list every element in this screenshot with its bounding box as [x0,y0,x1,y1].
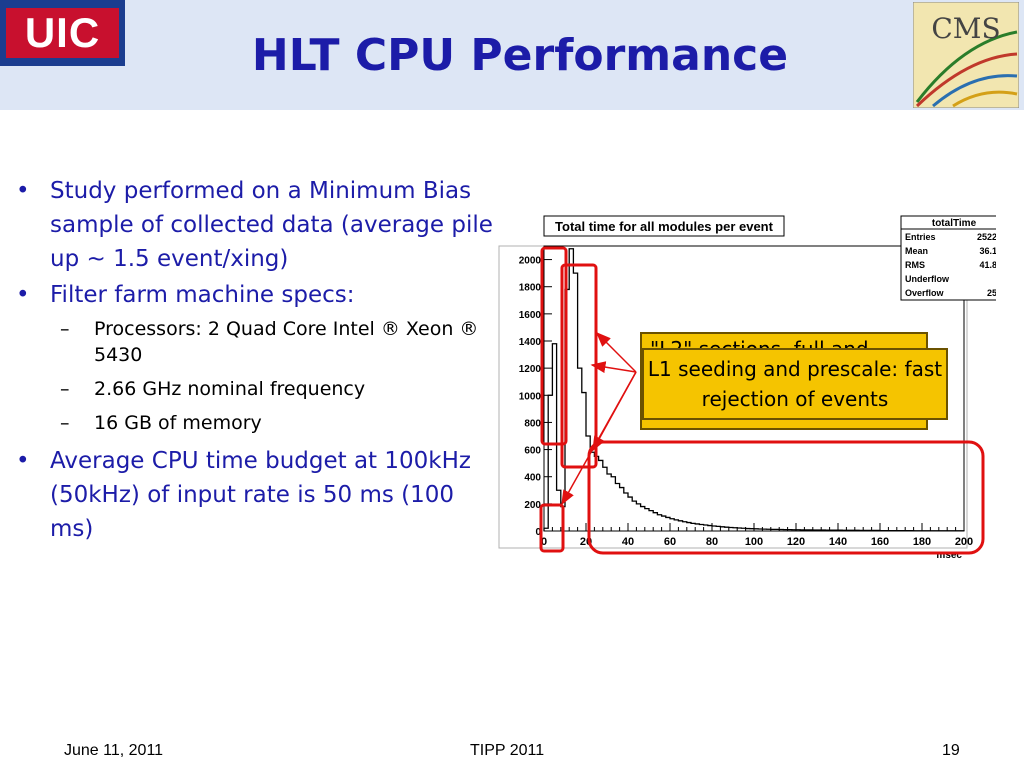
y-tick-label: 600 [524,446,541,457]
highlight-boxes [539,246,985,555]
x-axis-label: msec [936,550,962,561]
x-tick-label: 120 [787,536,805,548]
x-tick-label: 40 [622,536,634,548]
chart-title: Total time for all modules per event [555,219,774,234]
highlight-box-tail [587,440,985,555]
stats-row-label: RMS [905,260,925,270]
sub-bullet-item: –16 GB of memory [60,412,262,434]
stats-row-label: Overflow [905,288,945,298]
highlight-box-l1-peak [540,246,568,446]
stats-row-value: 254 [987,288,996,298]
x-tick-label: 60 [664,536,676,548]
stats-row-value: 25225 [977,232,996,242]
annotation-front-text: L1 seeding and prescale: fast rejection … [647,357,943,411]
uic-logo: UIC [0,0,125,66]
cms-logo: CMS [913,2,1019,108]
bullet-item: • Filter farm machine specs: [16,282,355,308]
x-tick-label: 80 [706,536,718,548]
bullet-list: • Study performed on a Minimum Bias sampl… [16,174,496,548]
bullet-text: Filter farm machine specs: [50,282,355,308]
y-tick-label: 1000 [519,391,542,402]
y-tick-label: 200 [524,500,541,511]
sub-bullet-item: –2.66 GHz nominal frequency [60,378,366,400]
x-tick-label: 100 [745,536,763,548]
bullet-text: Study performed on a Minimum Bias sample… [50,178,493,272]
chart-title-box [543,215,785,237]
x-tick-label: 140 [829,536,847,548]
bullet-item: • Study performed on a Minimum Bias sampl… [16,178,493,272]
stats-row-label: Mean [905,246,928,256]
x-tick-label: 200 [955,536,973,548]
x-tick-label: 180 [913,536,931,548]
y-tick-label: 1800 [519,283,542,294]
y-tick-label: 2000 [519,256,542,267]
histogram-line [543,248,965,532]
x-tick-label: 0 [541,536,547,548]
y-tick-label: 800 [524,418,541,429]
stats-box: totalTime Entries 25225 Mean 36.14 RMS 41.84 U… [900,215,996,301]
slide-title: HLT CPU Performance [251,30,789,81]
annotation-box-front: L1 seeding and prescale: fast rejection … [642,348,948,420]
footer-page: 19 [942,742,960,759]
slide-header: UIC HLT CPU Performance CMS [0,0,1024,110]
uic-logo-text: UIC [6,8,119,58]
footer-event: TIPP 2011 [470,742,545,759]
x-axis: 0 20 40 60 80 100 120 140 160 180 200 [541,523,973,548]
bullet-text: Average CPU time budget at 100kHz (50kHz… [50,448,471,542]
stats-row-label: Underflow [905,274,950,284]
y-tick-label: 0 [535,527,541,538]
annotation-arrows [561,331,637,506]
cms-logo-text: CMS [931,12,1000,45]
y-tick-label: 1600 [519,310,542,321]
sub-bullet-item: – Processors: 2 Quad Core Intel ® Xeon ® … [60,318,479,366]
bullet-item: • Average CPU time budget at 100kHz (50k… [16,448,471,542]
stats-row-value: 41.84 [979,260,996,270]
sub-bullet-text: 16 GB of memory [94,412,262,434]
y-tick-label: 1200 [519,364,542,375]
x-tick-label: 160 [871,536,889,548]
stats-title: totalTime [932,218,977,229]
y-tick-label: 400 [524,473,541,484]
plot-area: 0 200 400 600 800 1000 1200 1400 1600 1800 2000 0 2… [519,245,973,548]
highlight-box-zero [539,503,565,553]
sub-bullet-text: Processors: 2 Quad Core Intel ® Xeon ® 5… [94,318,479,366]
footer-date: June 11, 2011 [64,742,164,759]
y-tick-label: 1400 [519,337,542,348]
stats-row-value: 36.14 [979,246,996,256]
sub-bullet-text: 2.66 GHz nominal frequency [94,378,366,400]
y-axis: 0 200 400 600 800 1000 1200 1400 1600 1800 2000 [519,256,552,538]
stats-row-label: Entries [905,232,936,242]
